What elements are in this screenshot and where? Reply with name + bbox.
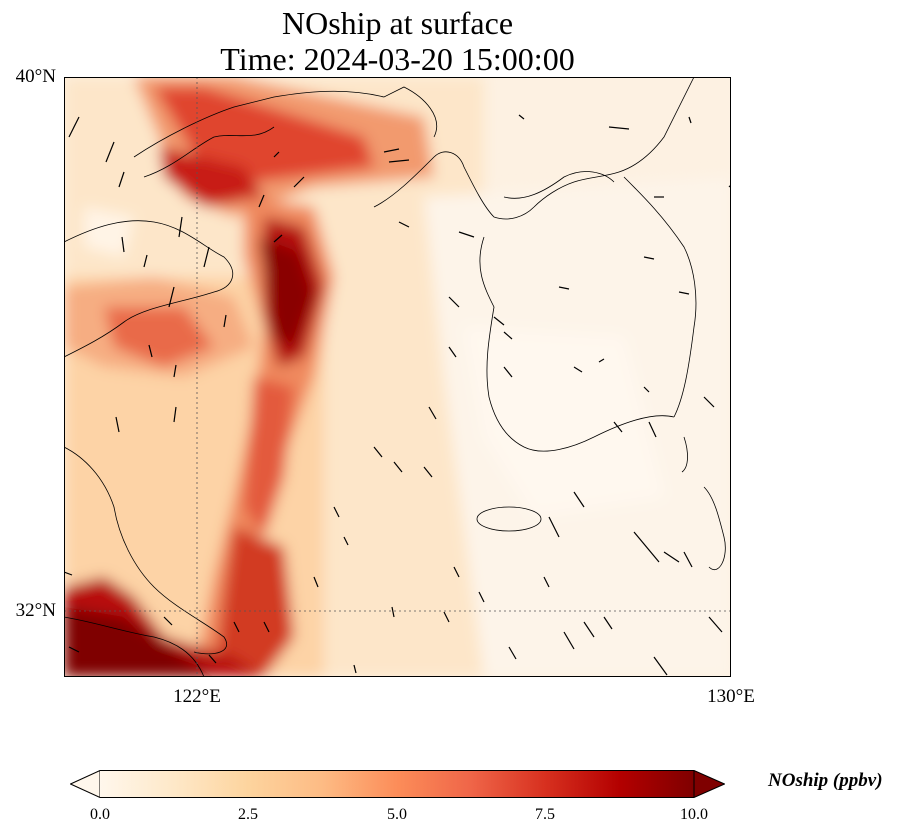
colorbar-tick-3: 7.5 <box>535 806 555 823</box>
colorbar-gradient <box>100 770 694 798</box>
gridlines <box>64 77 731 677</box>
map-plot <box>64 77 731 677</box>
wind-vectors <box>64 114 731 676</box>
lat-label-40n: 40°N <box>15 66 56 87</box>
colorbar-tick-2: 5.0 <box>387 806 407 823</box>
colorbar-tick-4: 10.0 <box>680 806 708 823</box>
lat-label-32n: 32°N <box>15 600 56 621</box>
coastlines <box>64 77 726 677</box>
colorbar <box>70 770 725 798</box>
colorbar-tick-1: 2.5 <box>238 806 258 823</box>
colorbar-extend-min <box>70 770 101 798</box>
colorbar-tick-0: 0.0 <box>90 806 110 823</box>
map-time: Time: 2024-03-20 15:00:00 <box>220 41 575 77</box>
colorbar-extend-max <box>693 770 725 798</box>
colorbar-label: NOship (ppbv) <box>768 770 883 791</box>
lon-label-130e: 130°E <box>707 686 755 707</box>
lon-label-122e: 122°E <box>173 686 221 707</box>
map-title: NOship at surface <box>281 5 514 41</box>
